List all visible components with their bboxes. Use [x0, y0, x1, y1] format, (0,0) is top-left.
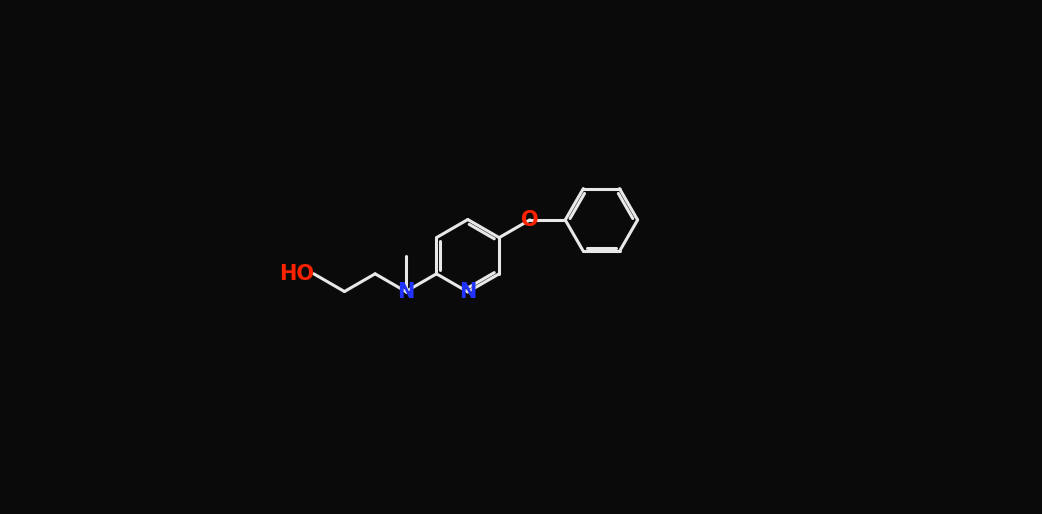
Text: N: N	[460, 282, 476, 302]
Text: HO: HO	[279, 264, 314, 284]
Text: O: O	[521, 210, 539, 230]
Text: N: N	[397, 282, 415, 302]
